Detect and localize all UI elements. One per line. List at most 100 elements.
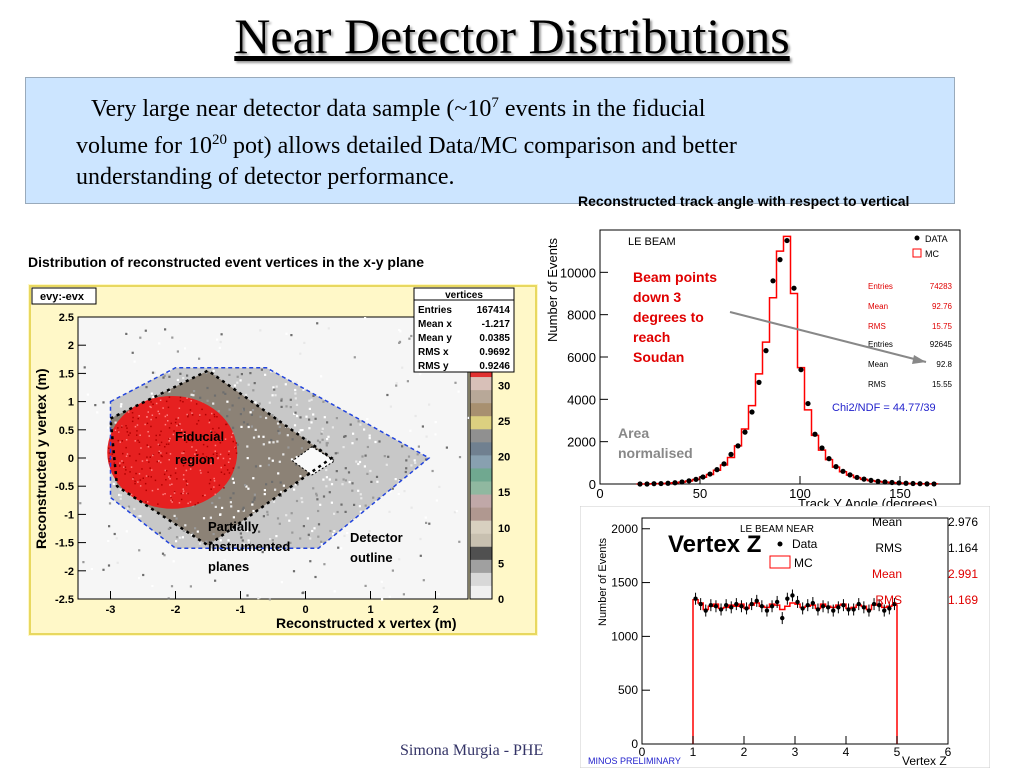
track-ytick-label: 2000: [567, 435, 596, 450]
fiducial-pixel: [229, 458, 231, 460]
vertex-pixel: [316, 322, 319, 325]
vertex-pixel: [431, 469, 434, 473]
fiducial-pixel: [125, 455, 128, 457]
fiducial-pixel: [206, 445, 209, 448]
fiducial-pixel: [180, 498, 183, 501]
vertex-pixel: [237, 466, 240, 469]
fiducial-pixel: [205, 456, 208, 458]
track-mc-stat-value: 74283: [930, 282, 953, 291]
vz-data-point: [866, 608, 872, 613]
vertex-ytick-label: 0.5: [59, 425, 74, 437]
fiducial-pixel: [214, 450, 216, 452]
vertex-pixel: [247, 487, 250, 490]
vertex-pixel: [102, 401, 105, 404]
vertex-pixel: [316, 498, 319, 501]
vertex-regions: [109, 367, 431, 549]
vertex-pixel: [295, 381, 298, 384]
fiducial-pixel: [144, 482, 147, 485]
fiducial-pixel: [191, 414, 194, 416]
vertex-pixel: [192, 394, 195, 397]
fiducial-pixel: [131, 412, 134, 414]
track-xtick-label: 50: [693, 486, 707, 501]
vertex-stats-box: vertices Entries 167414 Mean x -1.217 Mean y 0…: [413, 287, 515, 373]
fiducial-pixel: [183, 434, 185, 437]
vertex-pixel: [364, 454, 367, 457]
vertex-pixel: [402, 593, 405, 596]
track-data-point: [819, 445, 825, 451]
fiducial-pixel: [145, 475, 148, 477]
vz-data-point: [723, 602, 729, 608]
vertex-pixel: [194, 527, 197, 530]
intro-box: Very large near detector data sample (~1…: [25, 77, 955, 204]
vertex-pixel: [218, 346, 221, 349]
vertex-pixel: [272, 500, 276, 503]
vertex-pixel: [368, 530, 371, 533]
fiducial-pixel: [213, 480, 216, 482]
vertex-pixel: [82, 561, 85, 564]
vertex-pixel: [278, 432, 281, 435]
fiducial-pixel: [141, 468, 143, 470]
fiducial-pixel: [167, 443, 170, 445]
vertex-pixel: [333, 590, 336, 593]
vertex-pixel: [312, 487, 315, 490]
vertex-pixel: [301, 429, 304, 432]
track-legend-data-marker: [914, 235, 920, 241]
vertex-pixel: [382, 586, 385, 590]
vertex-pixel: [434, 421, 437, 424]
vz-data-point: [698, 601, 703, 607]
fiducial-pixel: [158, 460, 160, 462]
vertex-pixel: [236, 443, 239, 446]
vertex-pixel: [359, 423, 362, 426]
fiducial-pixel: [170, 495, 172, 497]
vertex-pixel: [312, 413, 315, 416]
fiducial-pixel: [119, 441, 121, 443]
vertex-pixel: [416, 453, 419, 456]
vertex-pixel: [273, 388, 276, 391]
fiducial-pixel: [201, 435, 203, 437]
vertex-pixel: [389, 405, 392, 408]
vertex-pixel: [211, 501, 214, 505]
vertex-pixel: [275, 385, 278, 388]
vertex-pixel: [351, 442, 354, 445]
vz-legend-data: Data: [792, 537, 818, 551]
vertex-pixel: [282, 453, 285, 456]
fiducial-pixel: [210, 430, 212, 433]
fiducial-pixel: [170, 496, 172, 498]
vertex-pixel: [299, 537, 302, 540]
vertex-pixel: [303, 341, 306, 344]
fiducial-pixel: [165, 479, 167, 481]
vertex-pixel: [271, 480, 274, 483]
fiducial-pixel: [173, 491, 176, 493]
vertex-pixel: [291, 531, 294, 534]
vertex-pixel: [127, 505, 131, 508]
track-mc-stat-value: 15.75: [932, 322, 953, 331]
fiducial-pixel: [180, 492, 182, 495]
fiducial-pixel: [185, 480, 188, 482]
fiducial-pixel: [213, 413, 215, 416]
track-beam-label: LE BEAM: [628, 236, 676, 248]
vertex-pixel: [301, 591, 304, 595]
track-mc-stat-label: Mean: [868, 302, 888, 311]
vertex-pixel: [325, 468, 328, 472]
vertex-pixel: [179, 536, 182, 539]
fiducial-pixel: [149, 456, 151, 458]
vertex-pixel: [276, 422, 280, 425]
vz-data-point: [708, 602, 714, 608]
fiducial-pixel: [158, 413, 161, 415]
vertex-pixel: [343, 435, 346, 438]
track-data-point: [840, 468, 846, 474]
vertex-pixel: [333, 512, 336, 515]
vertex-pixel: [445, 446, 448, 449]
track-ytick-label: 0: [589, 477, 596, 492]
fiducial-pixel: [157, 488, 159, 490]
vertex-pixel: [414, 461, 417, 464]
vertex-pixel: [139, 336, 142, 339]
detector-outline: [109, 367, 431, 549]
vertex-pixel: [458, 456, 462, 459]
vertex-pixel: [193, 390, 196, 393]
vertex-pixel: [410, 464, 413, 467]
vertex-pixel: [246, 445, 249, 448]
vertex-pixel: [237, 510, 240, 513]
track-data-point: [896, 480, 902, 486]
vertex-pixel: [206, 386, 209, 390]
